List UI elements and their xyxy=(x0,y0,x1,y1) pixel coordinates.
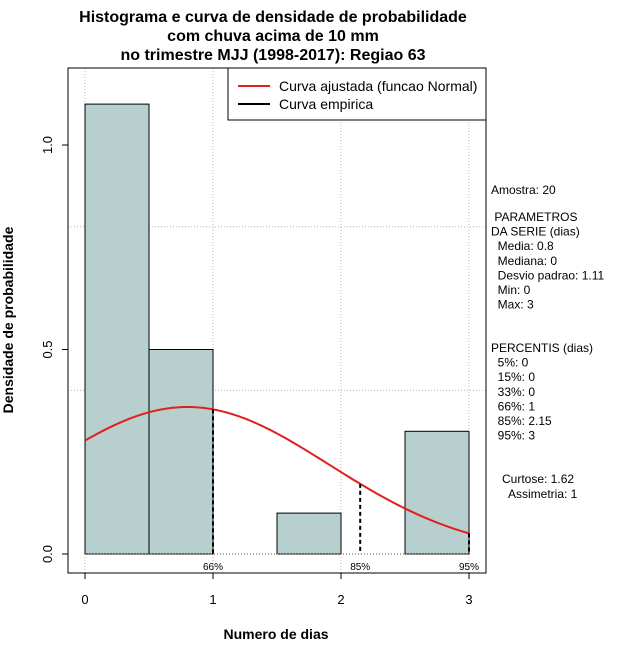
stat-params-line: DA SERIE (dias) xyxy=(491,225,580,239)
y-tick-label: 0.0 xyxy=(40,545,55,563)
legend-entry-label: Curva ajustada (funcao Normal) xyxy=(279,78,477,94)
y-tick-label: 0.5 xyxy=(40,340,55,358)
histogram-bar xyxy=(148,349,214,555)
stat-percentis-line: PERCENTIS (dias) xyxy=(491,341,593,355)
stat-params-line: Desvio padrao: 1.11 xyxy=(491,268,605,282)
x-tick-label: 0 xyxy=(81,592,88,607)
normal-fit-curve xyxy=(84,405,470,535)
percentile-label: 95% xyxy=(459,562,479,573)
legend-entry-label: Curva empirica xyxy=(279,96,373,112)
histogram-bar xyxy=(404,430,470,555)
stat-params-line: Min: 0 xyxy=(491,283,531,297)
legend-box xyxy=(227,67,487,121)
chart-title-line: Histograma e curva de densidade de proba… xyxy=(79,9,467,26)
stat-shape-line: Assimetria: 1 xyxy=(502,487,578,501)
x-tick-label: 2 xyxy=(337,592,344,607)
stat-amostra: Amostra: 20 xyxy=(491,183,556,197)
stat-params-line: Mediana: 0 xyxy=(491,254,557,268)
chart-title-line: com chuva acima de 10 mm xyxy=(167,28,379,45)
histogram-bar xyxy=(276,512,342,555)
y-axis-label: Densidade de probabilidade xyxy=(0,226,16,413)
stat-percentis-line: 5%: 0 xyxy=(491,356,529,370)
chart-title-line: no trimestre MJJ (1998-2017): Regiao 63 xyxy=(120,47,425,64)
histogram-bar xyxy=(84,103,150,555)
stat-percentis-line: 66%: 1 xyxy=(491,399,535,413)
stat-params-line: Max: 3 xyxy=(491,298,534,312)
stat-params-line: Media: 0.8 xyxy=(491,239,554,253)
stat-params-line: PARAMETROS xyxy=(491,210,577,224)
x-tick-label: 3 xyxy=(465,592,472,607)
stat-percentis-line: 95%: 3 xyxy=(491,429,535,443)
percentile-label: 85% xyxy=(350,562,370,573)
stat-percentis-line: 15%: 0 xyxy=(491,370,535,384)
x-tick-label: 1 xyxy=(209,592,216,607)
y-tick-label: 1.0 xyxy=(40,136,55,154)
stat-percentis-line: 85%: 2.15 xyxy=(491,414,552,428)
x-axis-label: Numero de dias xyxy=(223,626,328,642)
stat-shape-line: Curtose: 1.62 xyxy=(502,472,574,486)
percentile-label: 66% xyxy=(203,562,223,573)
stat-percentis-line: 33%: 0 xyxy=(491,385,535,399)
